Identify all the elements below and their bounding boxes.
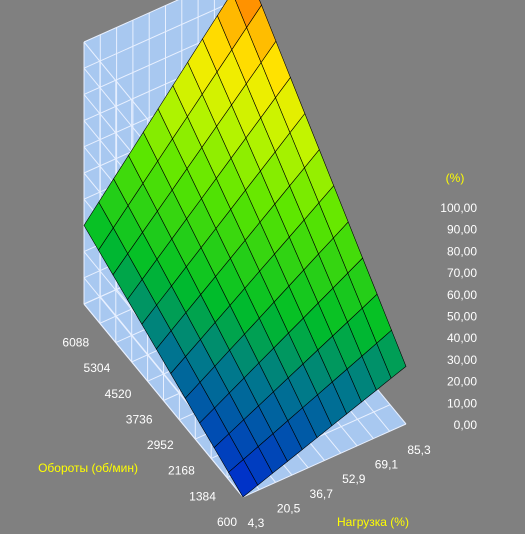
x-tick-label: 85,3 [407,443,431,457]
z-tick-label: 50,00 [447,310,477,324]
x-tick-label: 52,9 [342,472,366,486]
z-tick-label: 30,00 [447,353,477,367]
x-tick-label: 20,5 [277,501,301,515]
y-tick-label: 4520 [105,387,132,401]
x-tick-label: 36,7 [310,487,334,501]
surface-mesh [83,0,407,498]
x-tick-label: 69,1 [375,458,399,472]
surface-cell [217,0,247,51]
surface-cell [235,0,262,29]
z-axis-title: (%) [446,171,465,185]
z-tick-label: 100,00 [440,201,477,215]
z-tick-label: 0,00 [454,418,478,432]
y-tick-label: 6088 [62,336,89,350]
z-tick-label: 70,00 [447,266,477,280]
z-tick-label: 20,00 [447,375,477,389]
z-tick-label: 60,00 [447,288,477,302]
y-tick-label: 3736 [126,412,153,426]
y-tick-label: 2952 [147,438,174,452]
floor-gridline [83,303,244,498]
z-tick-label: 90,00 [447,223,477,237]
z-tick-label: 10,00 [447,396,477,410]
y-tick-label: 600 [217,515,237,529]
x-axis-title: Нагрузка (%) [337,515,409,529]
y-tick-label: 1384 [189,489,216,503]
y-tick-label: 2168 [168,464,195,478]
y-tick-label: 5304 [84,361,111,375]
y-axis-title: Обороты (об/мин) [38,461,138,475]
z-tick-label: 80,00 [447,244,477,258]
z-tick-label: 40,00 [447,331,477,345]
x-tick-label: 4,3 [248,516,265,530]
